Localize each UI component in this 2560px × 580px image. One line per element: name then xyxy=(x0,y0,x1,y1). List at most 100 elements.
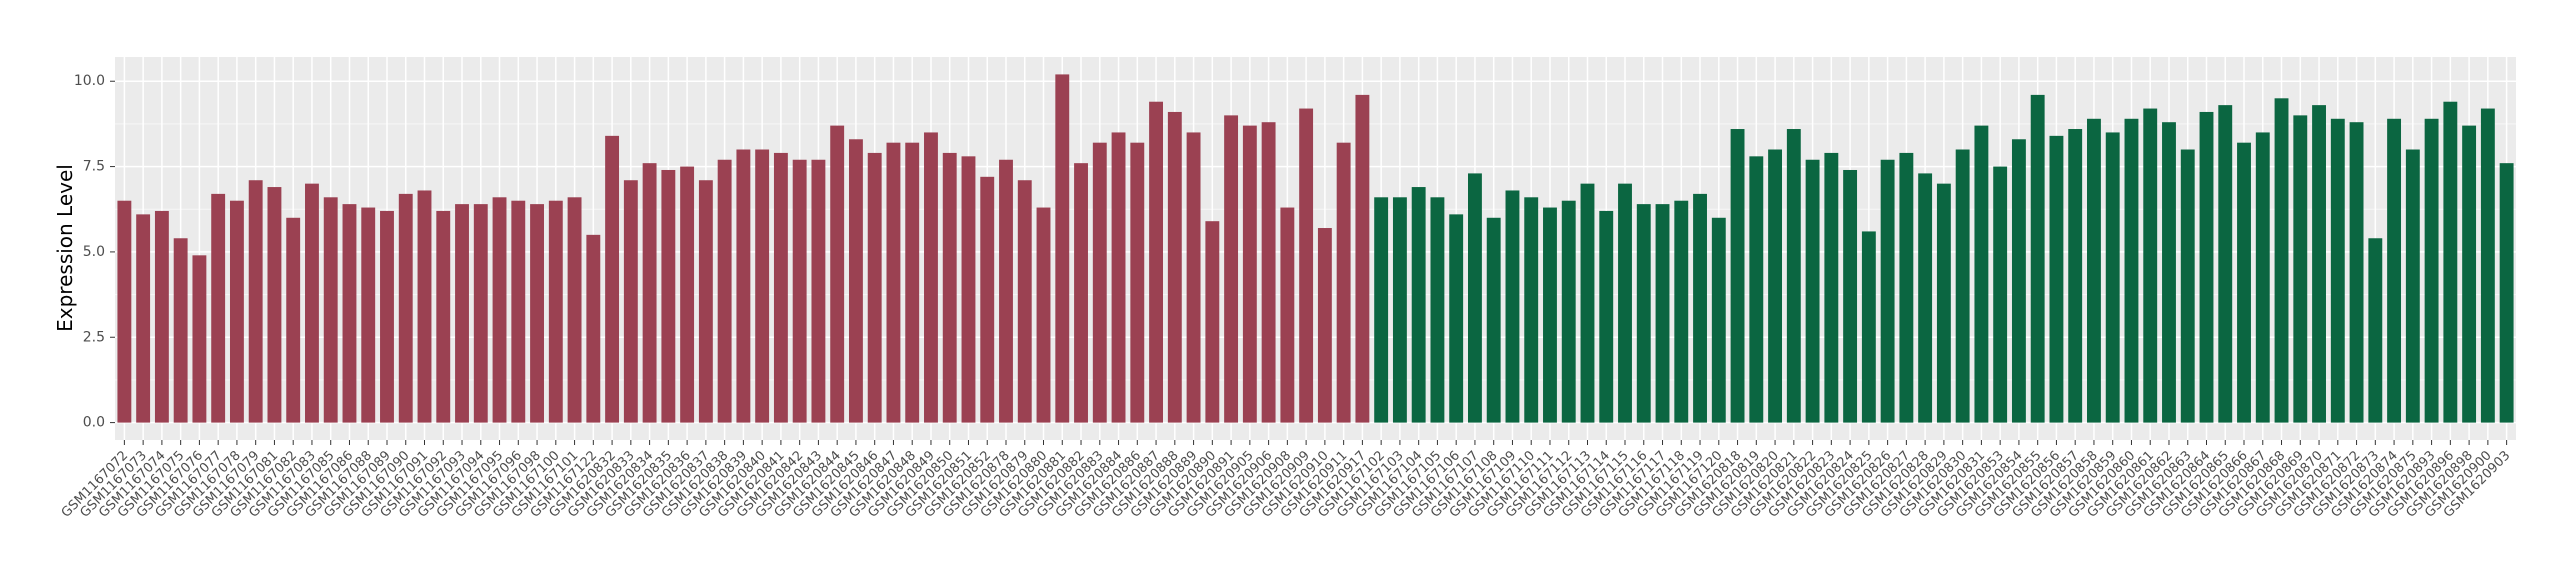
bar xyxy=(511,200,526,423)
bar xyxy=(1786,129,1801,423)
bar xyxy=(380,210,394,423)
bar xyxy=(305,183,319,423)
bar xyxy=(886,142,901,423)
bar xyxy=(623,180,638,423)
bar xyxy=(2368,238,2383,423)
bar xyxy=(1599,210,1614,423)
bar xyxy=(1824,152,1839,423)
bar xyxy=(1749,156,1764,423)
bar xyxy=(361,207,376,423)
bar xyxy=(1186,132,1201,423)
bar xyxy=(211,193,226,423)
bar xyxy=(1111,132,1126,423)
bar xyxy=(1280,207,1295,423)
bar xyxy=(924,132,938,423)
bar xyxy=(2387,118,2402,423)
bar xyxy=(586,234,601,423)
bar xyxy=(1074,163,1088,423)
bar xyxy=(2124,118,2139,423)
bar xyxy=(961,156,976,423)
bar xyxy=(1993,166,2008,423)
bar xyxy=(980,176,995,423)
bar xyxy=(286,217,301,423)
bar xyxy=(2087,118,2101,423)
bar xyxy=(1918,173,1933,423)
bar xyxy=(1430,197,1445,423)
bar xyxy=(698,180,713,423)
y-tick-label: 0.0 xyxy=(83,415,105,431)
bar xyxy=(1936,183,1951,423)
bar xyxy=(1580,183,1595,423)
bar xyxy=(436,210,451,423)
bar xyxy=(1524,197,1539,423)
bar xyxy=(830,125,845,423)
bar xyxy=(2199,111,2214,423)
bar xyxy=(811,159,826,423)
bar xyxy=(1955,149,1970,423)
bar xyxy=(1805,159,1820,423)
y-tick-label: 7.5 xyxy=(83,159,105,175)
bar xyxy=(2443,101,2458,423)
bar xyxy=(2011,139,2026,423)
bar xyxy=(229,200,244,423)
bar xyxy=(2068,129,2083,423)
bar xyxy=(2143,108,2158,423)
bar xyxy=(905,142,920,423)
bar xyxy=(1336,142,1351,423)
bar xyxy=(2255,132,2270,423)
bar xyxy=(1974,125,1989,423)
bar xyxy=(792,159,807,423)
bar xyxy=(1055,74,1070,423)
bar xyxy=(1317,228,1332,423)
bar xyxy=(642,163,657,423)
bar xyxy=(136,214,151,423)
bar xyxy=(661,169,676,423)
y-tick-label: 2.5 xyxy=(83,329,105,345)
bar xyxy=(867,152,882,423)
bar xyxy=(736,149,751,423)
bar xyxy=(548,200,563,423)
bar xyxy=(1768,149,1783,423)
bar xyxy=(2480,108,2495,423)
y-axis-label: Expression Level xyxy=(53,164,77,332)
bar xyxy=(492,197,507,423)
bar xyxy=(2293,115,2308,423)
bar xyxy=(605,135,620,423)
bar xyxy=(2105,132,2120,423)
bar xyxy=(2218,105,2233,423)
bar xyxy=(417,190,432,423)
bar xyxy=(1693,193,1707,423)
bar xyxy=(342,204,357,423)
bar xyxy=(1374,197,1389,423)
bar xyxy=(2424,118,2439,423)
bar xyxy=(1674,200,1689,423)
bar xyxy=(1730,129,1745,423)
bar xyxy=(567,197,582,423)
bar xyxy=(1355,94,1370,423)
bar xyxy=(1468,173,1482,423)
bar xyxy=(267,187,282,423)
bar xyxy=(173,238,188,423)
y-tick-label: 5.0 xyxy=(83,244,105,260)
bar xyxy=(1392,197,1407,423)
bar xyxy=(1411,187,1426,423)
bar xyxy=(1242,125,1257,423)
bar xyxy=(1092,142,1107,423)
bar xyxy=(1449,214,1464,423)
bar xyxy=(154,210,169,423)
bar xyxy=(1899,152,1914,423)
bar xyxy=(117,200,132,423)
bar xyxy=(2162,122,2176,423)
bar xyxy=(2405,149,2420,423)
bar xyxy=(1224,115,1239,423)
bar xyxy=(2349,122,2364,423)
bar xyxy=(1167,111,1182,423)
bar xyxy=(1543,207,1557,423)
bar xyxy=(680,166,695,423)
bar xyxy=(1261,122,1276,423)
bar xyxy=(1149,101,1163,423)
bar xyxy=(1017,180,1032,423)
bar xyxy=(473,204,488,423)
bar xyxy=(1299,108,1314,423)
